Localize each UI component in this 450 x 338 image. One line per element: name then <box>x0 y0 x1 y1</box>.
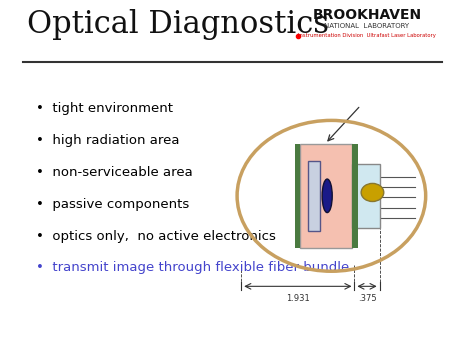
Text: •  transmit image through flexible fiber bundle: • transmit image through flexible fiber … <box>36 261 349 274</box>
Text: •  high radiation area: • high radiation area <box>36 134 180 147</box>
Text: •  tight environment: • tight environment <box>36 102 173 115</box>
Circle shape <box>361 184 384 201</box>
Text: •  non-serviceable area: • non-serviceable area <box>36 166 193 179</box>
Text: •  optics only,  no active electronics: • optics only, no active electronics <box>36 230 276 243</box>
Bar <box>300 144 352 248</box>
Text: •  passive components: • passive components <box>36 198 189 211</box>
Ellipse shape <box>322 179 332 213</box>
Text: Optical Diagnostics: Optical Diagnostics <box>27 9 329 40</box>
Text: .375: .375 <box>358 294 376 303</box>
Text: Instrumentation Division  Ultrafast Laser Laboratory: Instrumentation Division Ultrafast Laser… <box>298 33 436 38</box>
Bar <box>352 144 358 248</box>
Bar <box>308 161 320 231</box>
Bar <box>295 144 300 248</box>
Text: BROOKHAVEN: BROOKHAVEN <box>312 8 422 22</box>
Text: 1.931: 1.931 <box>286 294 310 303</box>
Text: NATIONAL  LABORATORY: NATIONAL LABORATORY <box>324 23 410 28</box>
Bar <box>352 164 380 228</box>
